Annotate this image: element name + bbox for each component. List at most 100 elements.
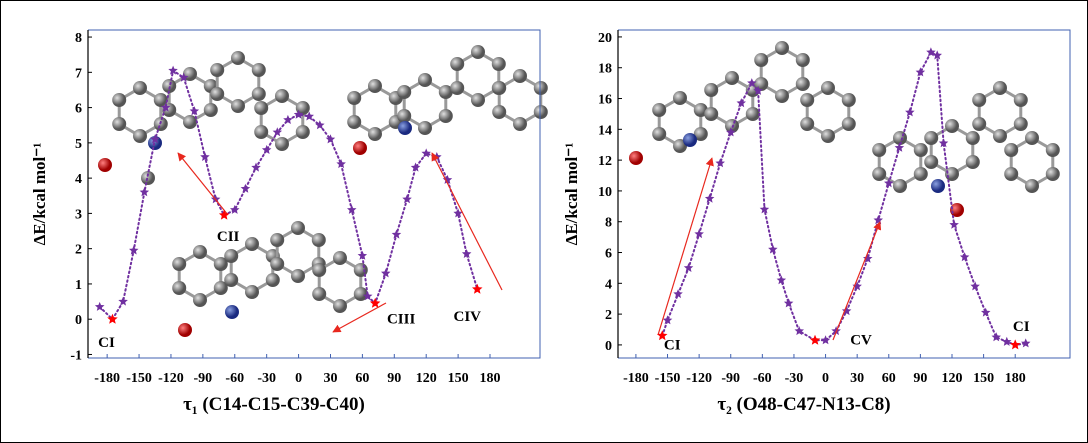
atom — [418, 73, 432, 87]
atom — [534, 81, 548, 95]
bond — [261, 96, 303, 144]
atom — [254, 101, 268, 115]
curve-point — [874, 215, 884, 224]
bond — [807, 88, 849, 136]
atom — [418, 121, 432, 135]
curve-point — [392, 230, 402, 239]
atom — [133, 129, 147, 143]
energy-curve — [100, 71, 478, 320]
atom — [368, 79, 382, 93]
atom — [245, 237, 259, 251]
bond — [169, 74, 211, 122]
atom — [333, 251, 347, 265]
atom — [347, 91, 361, 105]
conformer-point — [1010, 339, 1020, 349]
atom — [224, 249, 238, 263]
curve-point — [200, 152, 210, 161]
atom — [471, 45, 485, 59]
atom — [492, 105, 506, 119]
atom — [972, 117, 986, 131]
conformer-point — [810, 335, 821, 345]
curve-point — [1002, 337, 1012, 346]
x-tick-label: -150 — [655, 371, 681, 386]
y-tick-label: 4 — [605, 277, 612, 292]
x-tick-label: -120 — [158, 371, 184, 386]
bond — [499, 76, 541, 124]
atom — [368, 127, 382, 141]
atom — [266, 273, 280, 287]
atom — [993, 129, 1007, 143]
atom — [821, 129, 835, 143]
x-tick-label: 90 — [913, 371, 927, 386]
atom — [178, 323, 192, 337]
bond — [179, 252, 221, 300]
atom — [210, 63, 224, 77]
atom — [231, 99, 245, 113]
atom — [245, 285, 259, 299]
atom — [914, 143, 928, 157]
conformer-label: CI — [98, 335, 115, 351]
atom — [133, 81, 147, 95]
figure: -1012345678-180-150-120-90-60-3003060901… — [0, 0, 1088, 443]
x-tick-label: 60 — [882, 371, 896, 386]
atom — [924, 155, 938, 169]
atom — [398, 121, 412, 135]
atom — [800, 117, 814, 131]
x-tick-label: -90 — [194, 371, 213, 386]
curve-point — [230, 205, 240, 214]
y-tick-label: 3 — [75, 207, 82, 222]
curve-point — [784, 298, 794, 307]
x-tick-label: -120 — [686, 371, 712, 386]
conformer-label: CI — [664, 338, 681, 354]
curve-point — [140, 187, 150, 196]
x-axis-label: τ₂ (O48-C47-N13-C8) — [717, 394, 890, 415]
atom — [312, 263, 326, 277]
conformer-point — [472, 284, 483, 294]
atom — [1046, 143, 1060, 157]
atom — [1014, 117, 1028, 131]
curve-point — [381, 268, 391, 277]
y-tick-label: 1 — [75, 278, 82, 293]
atom — [225, 305, 239, 319]
atom — [353, 141, 367, 155]
atom — [1025, 131, 1039, 145]
atom — [800, 93, 814, 107]
bond — [404, 80, 446, 128]
x-tick-label: 150 — [973, 371, 994, 386]
atom — [98, 158, 112, 172]
x-tick-label: 120 — [941, 371, 962, 386]
atom — [1025, 179, 1039, 193]
curve-point — [905, 107, 915, 116]
arrow — [833, 222, 880, 340]
curve-point — [326, 134, 336, 143]
atom — [397, 85, 411, 99]
atom — [471, 93, 485, 107]
y-tick-label: 6 — [605, 247, 612, 262]
x-tick-label: -180 — [623, 371, 649, 386]
curve-point — [421, 148, 431, 157]
y-tick-label: 2 — [605, 308, 612, 323]
atom — [254, 125, 268, 139]
atom — [652, 103, 666, 117]
x-tick-label: -60 — [753, 371, 772, 386]
atom — [270, 257, 284, 271]
atom — [796, 77, 810, 91]
atom — [966, 131, 980, 145]
bond — [319, 258, 361, 306]
atom — [492, 81, 506, 95]
y-tick-label: 16 — [598, 93, 612, 108]
atom — [141, 171, 155, 185]
x-tick-label: -150 — [126, 371, 152, 386]
atom — [291, 221, 305, 235]
atom — [172, 281, 186, 295]
x-tick-label: 0 — [295, 371, 302, 386]
atom — [972, 93, 986, 107]
x-tick-label: -30 — [257, 371, 276, 386]
atom — [993, 81, 1007, 95]
atom — [704, 107, 718, 121]
atom — [1014, 93, 1028, 107]
atom — [1004, 143, 1018, 157]
atom — [312, 287, 326, 301]
atom — [725, 71, 739, 85]
